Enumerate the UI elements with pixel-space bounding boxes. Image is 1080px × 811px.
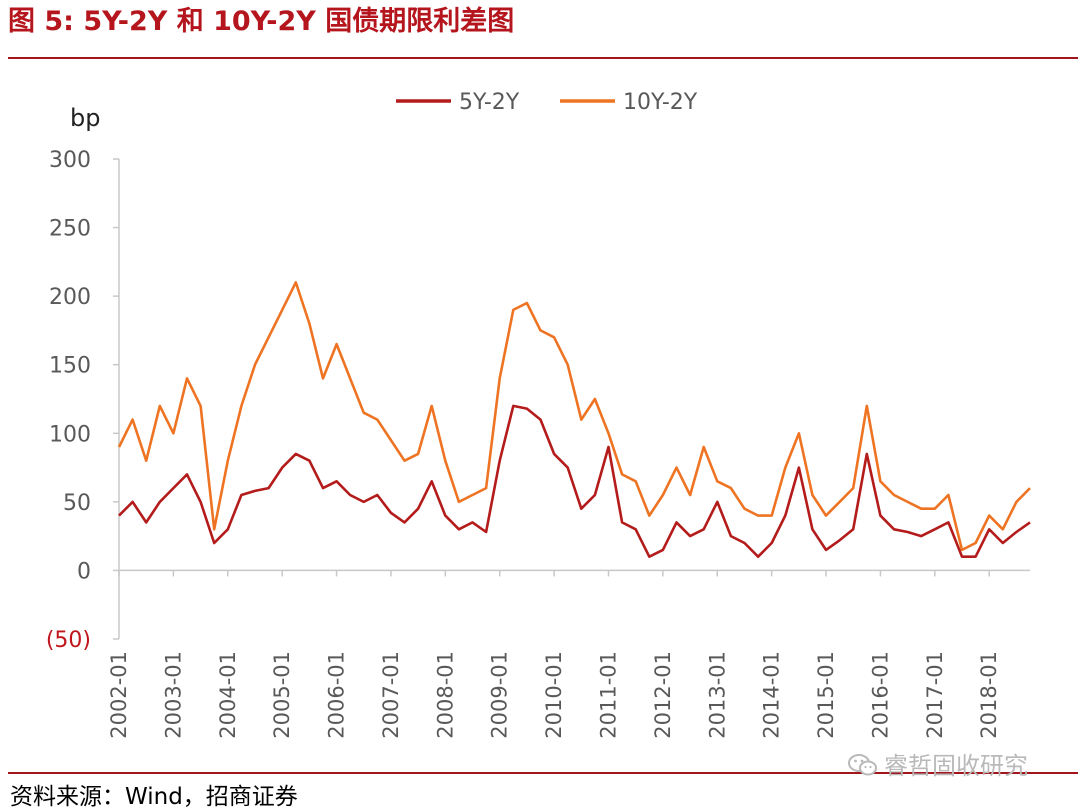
top-divider: [8, 57, 1078, 59]
wechat-icon: [848, 754, 877, 776]
x-tick-label: 2003-01: [161, 651, 185, 739]
x-tick-label: 2009-01: [488, 651, 512, 739]
bottom-divider: [8, 772, 1078, 774]
x-tick-label: 2007-01: [379, 651, 403, 739]
x-tick-label: 2014-01: [760, 651, 784, 739]
x-tick-label: 2012-01: [651, 651, 675, 739]
x-tick-label: 2004-01: [216, 651, 240, 739]
y-tick-label: 100: [49, 422, 91, 447]
figure-title: 图 5: 5Y-2Y 和 10Y-2Y 国债期限利差图: [8, 6, 515, 37]
y-tick-label: 150: [49, 354, 91, 379]
y-axis-label: bp: [70, 104, 100, 132]
watermark-text: 睿哲固收研究: [884, 752, 1028, 780]
plot-area: [117, 281, 1031, 558]
source-note: 资料来源：Wind，招商证券: [10, 784, 298, 810]
series-line-10y-2y: [117, 281, 1031, 552]
legend-label: 10Y-2Y: [623, 90, 698, 115]
x-tick-label: 2013-01: [705, 651, 729, 739]
x-tick-label: 2018-01: [977, 651, 1001, 739]
x-tick-label: 2006-01: [325, 651, 349, 739]
y-tick-label: 0: [77, 559, 91, 584]
y-tick-label: 200: [49, 285, 91, 310]
y-tick-label: 50: [63, 491, 91, 516]
x-axis: 2002-01 2003-01 2004-01 2005-01 2006-01 2007-…: [107, 569, 1030, 739]
y-tick-label: (50): [46, 628, 91, 653]
y-tick-label: 300: [49, 148, 91, 173]
series-line-5y-2y: [118, 404, 1031, 558]
x-tick-label: 2008-01: [433, 651, 457, 739]
x-tick-label: 2010-01: [542, 651, 566, 739]
spread-line-chart: 5Y-2Y 10Y-2Y bp (50) 0 50 100 150 200 250 300 20…: [46, 90, 1031, 739]
y-tick-label: 250: [49, 217, 91, 242]
x-tick-label: 2005-01: [270, 651, 294, 739]
chart-legend: 5Y-2Y 10Y-2Y: [396, 90, 698, 115]
x-tick-label: 2015-01: [814, 651, 838, 739]
legend-label: 5Y-2Y: [459, 90, 520, 115]
watermark: 睿哲固收研究: [848, 746, 1028, 781]
x-tick-label: 2016-01: [868, 651, 892, 739]
x-tick-label: 2011-01: [596, 651, 620, 739]
y-axis: (50) 0 50 100 150 200 250 300: [46, 148, 120, 653]
x-tick-label: 2002-01: [107, 651, 131, 739]
x-tick-label: 2017-01: [923, 651, 947, 739]
